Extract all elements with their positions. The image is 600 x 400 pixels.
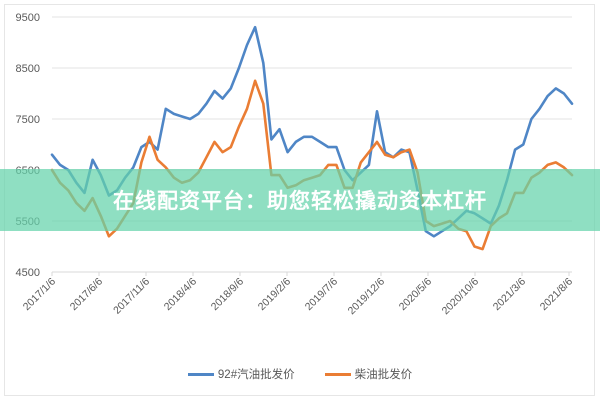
x-tick-label: 2017/1/6 (21, 276, 58, 313)
x-axis: 2017/1/6 2017/6/6 2017/11/6 2018/4/6 2018/9/… (21, 272, 575, 317)
x-tick-label: 2019/12/6 (346, 276, 388, 318)
legend-item-gasoline: 92#汽油批发价 (187, 366, 295, 382)
x-tick-label: 2018/9/6 (209, 276, 246, 313)
y-axis-labels: 450055006500750085009500 (16, 12, 40, 279)
x-tick-label: 2020/5/6 (397, 276, 434, 313)
legend-swatch-diesel-icon (324, 372, 351, 376)
y-tick-label: 4500 (16, 267, 40, 279)
gridlines (52, 16, 572, 273)
y-tick-label: 9500 (16, 12, 40, 24)
x-tick-label: 2021/8/6 (538, 276, 575, 313)
chart-legend: 92#汽油批发价 柴油批发价 (0, 366, 600, 382)
x-tick-label: 2020/10/6 (440, 276, 482, 318)
y-tick-label: 7500 (16, 114, 40, 126)
legend-item-diesel: 柴油批发价 (324, 366, 413, 382)
x-tick-label: 2017/6/6 (68, 276, 105, 313)
x-tick-label: 2021/3/6 (491, 276, 528, 313)
y-tick-label: 8500 (16, 63, 40, 75)
legend-label-gasoline: 92#汽油批发价 (217, 369, 295, 381)
promo-banner-overlay: 在线配资平台：助您轻松撬动资本杠杆 (0, 169, 600, 231)
x-tick-label: 2019/7/6 (303, 276, 340, 313)
legend-swatch-gasoline-icon (187, 372, 214, 376)
banner-text: 在线配资平台：助您轻松撬动资本杠杆 (113, 189, 487, 213)
x-tick-label: 2019/2/6 (256, 276, 293, 313)
x-tick-label: 2017/11/6 (111, 276, 152, 317)
x-tick-label: 2018/4/6 (162, 276, 199, 313)
legend-label-diesel: 柴油批发价 (354, 369, 413, 381)
